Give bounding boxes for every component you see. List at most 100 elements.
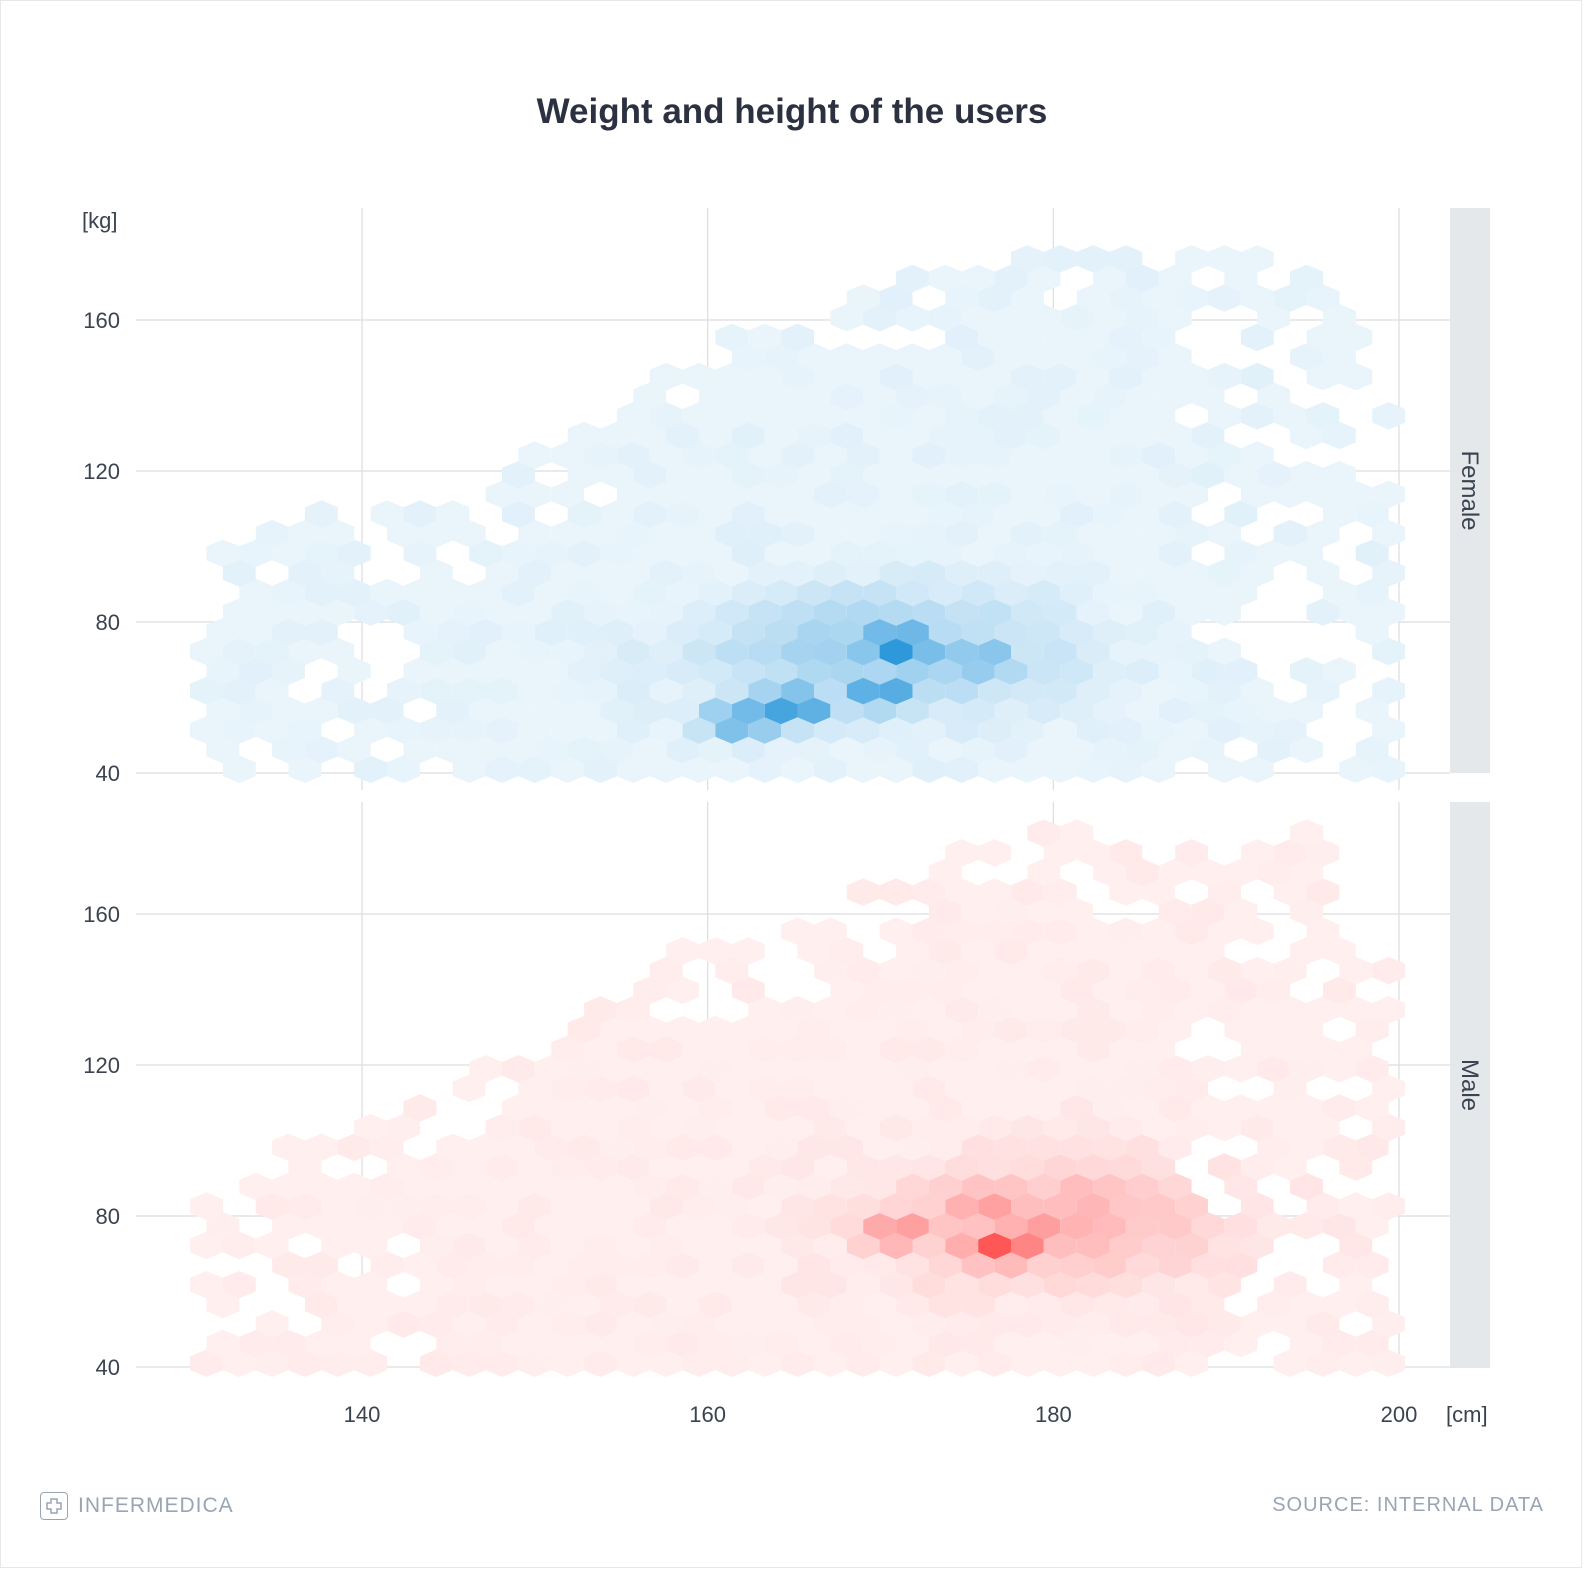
hexbin [961, 539, 995, 567]
hexbin [1011, 402, 1044, 430]
hexbin [764, 1015, 798, 1044]
hexbin [1043, 245, 1077, 273]
hexbin [354, 1192, 388, 1220]
hexbin [1191, 898, 1225, 926]
hexbin [797, 421, 831, 450]
hexbin [928, 1329, 962, 1358]
hexbin [1208, 519, 1241, 548]
hexbin [846, 878, 880, 906]
x-axis-label: [cm] [1446, 1402, 1488, 1427]
hexbin [1323, 578, 1356, 607]
hexbin [502, 1329, 535, 1358]
hexbin [305, 1329, 338, 1358]
hexbin [436, 578, 470, 607]
hexbin [649, 716, 683, 744]
hexbin [682, 1035, 716, 1063]
hexbin [649, 677, 683, 705]
hexbin [551, 1349, 585, 1377]
hexbin [584, 755, 617, 783]
hexbin [1109, 519, 1143, 548]
hexbin [781, 362, 814, 391]
hexbin [1290, 1290, 1323, 1319]
hexbin [731, 1055, 765, 1083]
hexbin [387, 1192, 420, 1220]
hexbin [715, 441, 749, 469]
hexbin [879, 284, 913, 312]
hexbin [830, 976, 864, 1004]
hexbin [945, 878, 979, 906]
hexbin [945, 917, 979, 946]
hexbin [567, 696, 601, 725]
hexbin [994, 1055, 1028, 1083]
hexbin [1027, 937, 1061, 965]
hexbin [797, 1133, 831, 1161]
hexbin [387, 598, 420, 626]
hexbin [879, 878, 913, 906]
hexbin [1060, 578, 1094, 607]
hexbin [633, 618, 667, 646]
hexbin [781, 1035, 814, 1063]
hexbin [1060, 304, 1094, 332]
hexbin [945, 716, 979, 744]
hexbin [502, 500, 535, 528]
hexbin [436, 1290, 470, 1319]
hexbin [896, 1212, 929, 1240]
hexbin [1208, 637, 1241, 666]
hexbin [1011, 1271, 1044, 1299]
hexbin [748, 402, 782, 430]
hexbin [1355, 1290, 1389, 1319]
hexbin [961, 1172, 995, 1201]
hexbin [321, 598, 355, 626]
hexbin [551, 716, 585, 744]
hexbin [764, 1290, 798, 1319]
y-tick-label: 120 [83, 459, 120, 484]
hexbin [748, 598, 782, 626]
hexbin [699, 1055, 732, 1083]
hexbin [945, 996, 979, 1024]
hexbin [1125, 578, 1159, 607]
hexbin [764, 696, 798, 725]
hexbin [682, 1153, 716, 1181]
hexbin [272, 618, 305, 646]
hexbin [1290, 937, 1323, 965]
chart-title: Weight and height of the users [536, 92, 1048, 131]
hexbin [534, 657, 568, 685]
hexbin [436, 1329, 470, 1358]
hexbin [814, 755, 847, 783]
hexbin [814, 677, 847, 705]
hexbin [715, 677, 749, 705]
hexbin [1175, 480, 1208, 509]
hexbin [1175, 677, 1208, 705]
hexbin [551, 755, 585, 783]
hexbin [1043, 1153, 1077, 1181]
hexbin [534, 1290, 568, 1319]
hexbin [1290, 858, 1323, 887]
hexbin [600, 1133, 634, 1161]
hexbin [1240, 441, 1274, 469]
hexbin [994, 696, 1028, 725]
hexbin [1076, 402, 1110, 430]
facet-strip [1450, 208, 1490, 773]
hexbin [731, 1290, 765, 1319]
hexbin [896, 937, 929, 965]
hexbin [485, 1192, 519, 1220]
hexbin [846, 1113, 880, 1142]
hexbin [994, 1212, 1028, 1240]
hexbin [830, 304, 864, 332]
hexbin [846, 637, 880, 666]
hexbin [994, 343, 1028, 371]
hexbin [255, 1349, 289, 1377]
hexbin [1076, 1231, 1110, 1260]
hexbin [1355, 1133, 1389, 1161]
hexbin [616, 1074, 650, 1103]
hexbin [1273, 1271, 1307, 1299]
hexbin [584, 677, 617, 705]
hexbin [633, 1290, 667, 1319]
hexbin [272, 1212, 305, 1240]
hexbin [633, 421, 667, 450]
hexbin [945, 1035, 979, 1063]
hexbin [518, 1192, 552, 1220]
hexbin [978, 559, 1011, 587]
hexbin [222, 598, 256, 626]
hexbin [912, 1074, 946, 1103]
